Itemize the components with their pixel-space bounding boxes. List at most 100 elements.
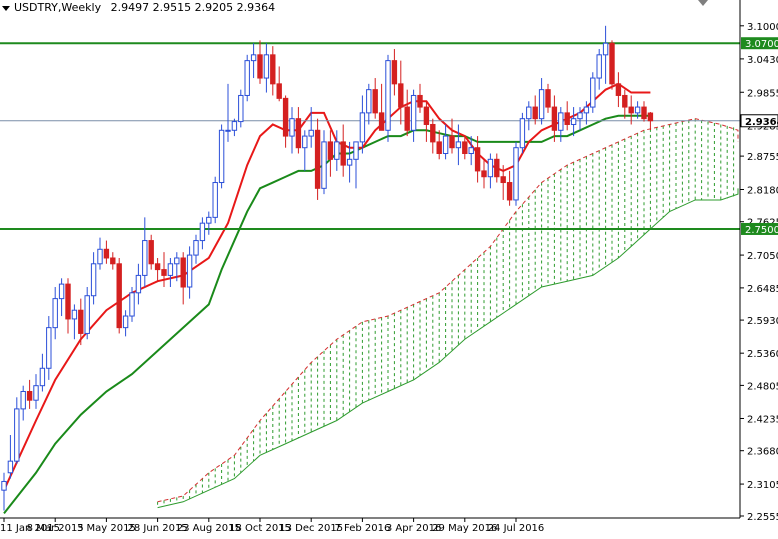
candle-body [78, 309, 84, 334]
candle-body [180, 257, 186, 288]
candle-body [410, 94, 417, 131]
candle-body [641, 106, 647, 120]
candle [538, 78, 545, 125]
candle [372, 78, 378, 119]
candle-body [225, 129, 231, 132]
chart-shift-triangle-icon[interactable] [698, 0, 708, 6]
candle [302, 130, 308, 171]
candle [186, 246, 193, 299]
price-tick-label: 2.8180 [747, 185, 778, 196]
candle-body [282, 97, 289, 137]
candle [129, 287, 135, 322]
candle-body [558, 112, 564, 131]
candle-body [257, 54, 263, 79]
candle [570, 107, 577, 137]
candle [615, 72, 622, 108]
dropdown-triangle-icon[interactable] [2, 5, 10, 11]
candle [282, 95, 289, 148]
level-price-label: 3.0700 [745, 39, 778, 50]
candle [84, 287, 90, 340]
candle-body [647, 112, 654, 122]
candle-body [423, 106, 430, 125]
time-tick-label: 13 Dec 2015 [279, 523, 343, 534]
candle [334, 130, 340, 171]
candle-body [103, 248, 110, 259]
candle-body [442, 135, 449, 155]
price-tick-label: 2.3105 [747, 480, 778, 491]
level-price-label: 2.7500 [745, 225, 778, 236]
candle-body [481, 170, 487, 178]
candle [97, 237, 103, 270]
candle-body [314, 129, 321, 189]
candle-body [462, 141, 468, 155]
candle-body [487, 158, 494, 178]
candle [295, 107, 302, 154]
candle [378, 83, 385, 131]
time-tick-label: 29 May 2016 [432, 523, 497, 534]
candle [327, 130, 334, 177]
candle-body [90, 263, 97, 297]
candle [257, 40, 263, 84]
candle-body [308, 129, 314, 137]
candle [71, 304, 78, 340]
candle-body [154, 263, 161, 271]
candle [174, 252, 180, 282]
candle [590, 72, 596, 113]
candle [314, 118, 321, 200]
candle [468, 136, 474, 166]
candle [7, 435, 14, 479]
candle [231, 118, 238, 137]
candle [551, 95, 558, 142]
candle-body [122, 315, 129, 329]
candle [442, 124, 449, 160]
candle [545, 83, 551, 113]
candle [26, 379, 33, 409]
candle-body [474, 147, 481, 172]
candle [58, 278, 65, 317]
time-tick-label: 3 May 2015 [77, 523, 136, 534]
candle [641, 101, 647, 122]
candle-body [289, 118, 295, 137]
candle-body [378, 112, 385, 131]
candle [564, 101, 570, 131]
candle [167, 257, 174, 288]
candle-body [577, 112, 583, 120]
candle [90, 252, 97, 305]
senkou-span-a-line [157, 118, 739, 503]
candle-body [334, 141, 340, 160]
symbol-label: USDTRY,Weekly [14, 1, 102, 14]
candle-body [58, 283, 65, 300]
candle-body [634, 106, 641, 114]
candle-body [97, 248, 103, 265]
candle-body [276, 83, 282, 99]
level-price-box [741, 222, 778, 235]
candles [1, 25, 654, 511]
candle [519, 112, 526, 154]
time-tick-label: 24 Jul 2016 [488, 523, 545, 534]
candle [558, 107, 564, 142]
candle [404, 89, 410, 137]
level-lines[interactable] [0, 42, 740, 230]
candle-body [468, 147, 474, 155]
candle [583, 101, 590, 125]
candle [212, 176, 218, 224]
candle-body [500, 176, 506, 184]
candle-body [366, 89, 372, 114]
candle [193, 234, 199, 264]
candle-body [212, 182, 218, 218]
price-tick-label: 2.4805 [747, 381, 778, 392]
candle-body [231, 121, 238, 131]
candle-body [513, 147, 519, 201]
candle-body [340, 141, 346, 166]
candle [391, 49, 398, 96]
candle [449, 118, 455, 154]
candle-body [353, 141, 359, 160]
candle [321, 130, 327, 195]
candle-body [417, 94, 423, 108]
candle [353, 141, 359, 189]
candle-body [135, 274, 142, 294]
candle-body [193, 240, 199, 256]
candle [577, 107, 583, 131]
